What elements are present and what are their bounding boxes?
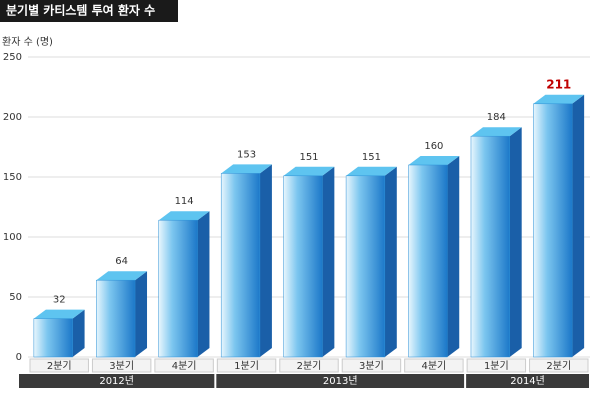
bar-side	[72, 309, 85, 357]
group-label: 2013년	[323, 375, 358, 387]
y-tick-label: 100	[3, 232, 22, 243]
value-label: 160	[424, 141, 443, 152]
bar	[96, 279, 136, 358]
category-cell	[279, 358, 339, 373]
x-tick-label: 2분기	[297, 360, 322, 372]
bar	[158, 219, 198, 358]
bar-top	[470, 127, 522, 137]
x-tick-label: 1분기	[234, 360, 259, 372]
bar-top	[283, 166, 335, 176]
group-band	[19, 374, 215, 388]
title-box	[0, 0, 178, 22]
y-tick-label: 150	[3, 172, 22, 183]
category-cell	[216, 358, 277, 373]
bar	[283, 175, 323, 358]
bar-top	[533, 94, 585, 104]
bar-side	[509, 127, 522, 357]
value-label: 114	[175, 196, 194, 207]
bar	[533, 103, 573, 358]
bar-side	[197, 211, 210, 357]
category-cell	[404, 358, 464, 373]
bar-side	[259, 164, 272, 357]
bar-top	[158, 211, 210, 221]
bar	[408, 164, 448, 358]
category-cell	[154, 358, 214, 373]
x-tick-label: 2분기	[546, 360, 571, 372]
bar	[33, 318, 73, 358]
value-label: 151	[362, 152, 381, 163]
bar-top	[408, 156, 460, 165]
bar-top	[346, 166, 397, 176]
value-label: 32	[53, 295, 66, 306]
group-label: 2012년	[99, 375, 134, 387]
y-tick-label: 250	[3, 52, 22, 63]
bar-side	[384, 166, 397, 357]
bar	[220, 173, 261, 358]
category-cell	[529, 358, 589, 373]
x-tick-label: 3분기	[109, 360, 134, 372]
bar-top	[33, 309, 85, 319]
y-tick-label: 0	[16, 352, 22, 363]
group-band	[466, 374, 589, 388]
category-cell	[29, 358, 89, 373]
y-tick-label: 50	[9, 292, 22, 303]
value-label: 153	[237, 149, 256, 160]
group-label: 2014년	[510, 375, 545, 387]
bar-top	[96, 271, 148, 281]
x-tick-label: 2분기	[47, 360, 72, 372]
x-tick-label: 4분기	[172, 360, 197, 372]
y-tick-label: 200	[3, 112, 22, 123]
group-band	[216, 374, 465, 388]
x-tick-label: 3분기	[359, 360, 384, 372]
value-label: 64	[115, 256, 128, 267]
chart-title: 분기별 카티스템 투여 환자 수	[6, 3, 155, 18]
bar-side	[572, 94, 585, 358]
bar-side	[135, 271, 148, 357]
x-tick-label: 4분기	[422, 360, 447, 372]
value-label: 184	[487, 112, 506, 123]
bar-top	[221, 164, 272, 174]
bar-side	[322, 166, 335, 357]
category-cell	[341, 358, 402, 373]
bar-side	[447, 156, 460, 357]
y-axis-label: 환자 수 (명)	[2, 36, 53, 48]
bar	[470, 135, 510, 358]
bar	[345, 175, 386, 358]
value-label: 211	[546, 77, 571, 91]
x-tick-label: 1분기	[484, 360, 509, 372]
value-label: 151	[299, 152, 318, 163]
category-cell	[91, 358, 152, 373]
category-cell	[466, 358, 527, 373]
